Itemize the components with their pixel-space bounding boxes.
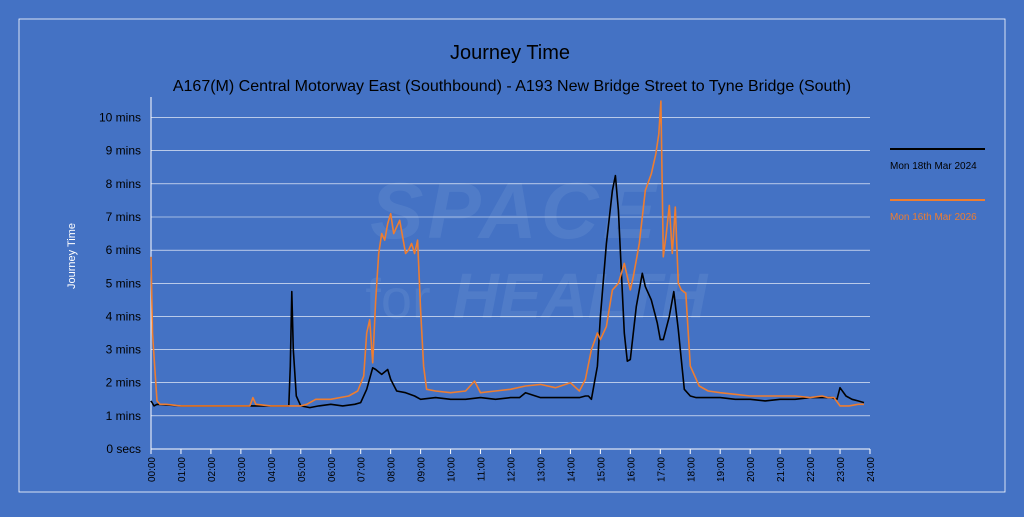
- x-tick-label: 20:00: [746, 457, 757, 482]
- watermark: SPACE for HEALTH: [365, 166, 709, 332]
- y-tick-label: 5 mins: [106, 276, 141, 290]
- x-tick-label: 04:00: [267, 457, 278, 482]
- y-tick-label: 3 mins: [106, 343, 141, 357]
- x-tick-label: 01:00: [177, 457, 188, 482]
- series-line-1: [150, 100, 864, 407]
- x-tick-label: 23:00: [836, 457, 847, 482]
- y-tick-label: 10 mins: [99, 111, 141, 125]
- legend-label-0: Mon 18th Mar 2024: [890, 161, 977, 172]
- x-tick-label: 00:00: [147, 457, 158, 482]
- x-tick-labels: 00:00 01:00 02:00 03:00 04:00 05:00 06:00 07:00…: [147, 449, 877, 482]
- x-tick-label: 11:00: [477, 457, 488, 482]
- x-tick-label: 07:00: [357, 457, 368, 482]
- x-tick-label: 03:00: [237, 457, 248, 482]
- y-tick-label: 0 secs: [106, 442, 141, 456]
- x-tick-label: 18:00: [686, 457, 697, 482]
- x-tick-label: 22:00: [806, 457, 817, 482]
- y-tick-label: 7 mins: [106, 210, 141, 224]
- x-tick-label: 15:00: [596, 457, 607, 482]
- y-tick-label: 6 mins: [106, 243, 141, 257]
- x-tick-label: 05:00: [297, 457, 308, 482]
- x-tick-label: 16:00: [626, 457, 637, 482]
- x-tick-label: 21:00: [776, 457, 787, 482]
- x-tick-label: 17:00: [656, 457, 667, 482]
- y-tick-labels: 0 secs 1 mins 2 mins 3 mins 4 mins 5 mins 6 mi…: [99, 111, 141, 456]
- x-tick-label: 19:00: [716, 457, 727, 482]
- series-line-0: [150, 174, 865, 409]
- chart-title: Journey Time: [450, 42, 570, 64]
- legend-label-1: Mon 16th Mar 2026: [890, 212, 977, 223]
- x-tick-label: 24:00: [866, 457, 877, 482]
- chart-frame: [18, 18, 1006, 493]
- x-tick-label: 09:00: [417, 457, 428, 482]
- x-tick-label: 02:00: [207, 457, 218, 482]
- chart-subtitle: A167(M) Central Motorway East (Southboun…: [173, 78, 851, 95]
- x-tick-label: 08:00: [387, 457, 398, 482]
- y-tick-label: 4 mins: [106, 309, 141, 323]
- y-tick-label: 1 mins: [106, 409, 141, 423]
- y-axis-label: Journey Time: [66, 223, 78, 289]
- x-tick-label: 06:00: [327, 457, 338, 482]
- x-tick-label: 10:00: [447, 457, 458, 482]
- legend: Mon 18th Mar 2024 Mon 16th Mar 2026: [890, 148, 985, 223]
- x-tick-label: 14:00: [566, 457, 577, 482]
- series-lines: [150, 100, 865, 409]
- x-tick-label: 12:00: [507, 457, 518, 482]
- y-tick-label: 9 mins: [106, 144, 141, 158]
- x-tick-label: 13:00: [536, 457, 547, 482]
- y-tick-label: 2 mins: [106, 376, 141, 390]
- y-tick-label: 8 mins: [106, 177, 141, 191]
- watermark-line2-b: HEALTH: [453, 260, 710, 332]
- gridlines: [150, 97, 870, 450]
